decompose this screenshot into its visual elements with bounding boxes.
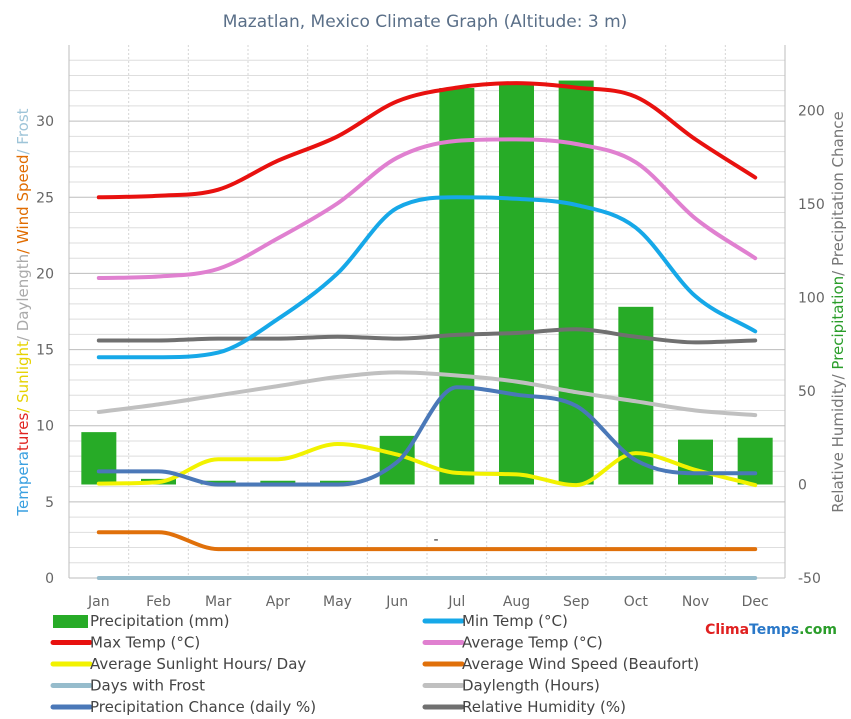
stray-mark: - xyxy=(433,532,438,548)
left-axis-title-part: / Frost xyxy=(14,108,32,154)
precipitation-bar xyxy=(499,82,534,485)
watermark-logo: ClimaTemps.com xyxy=(705,622,837,638)
right-axis-title: Relative Humidity/ Precipitation/ Precip… xyxy=(829,111,847,512)
x-tick-label: Oct xyxy=(624,594,649,610)
x-tick-label: Jul xyxy=(447,594,465,610)
precipitation-bar xyxy=(81,432,117,485)
x-tick-label: Jan xyxy=(87,594,110,610)
left-tick-label: 15 xyxy=(36,343,54,359)
right-axis-title-part: Precipitation xyxy=(829,276,847,370)
legend-label-max-temp-c: Max Temp (°C) xyxy=(90,634,200,652)
legend-label-average-temp-c: Average Temp (°C) xyxy=(462,634,603,652)
legend-swatch-precipitation-mm xyxy=(53,615,88,628)
precipitation-bar xyxy=(737,437,773,485)
left-tick-label: 30 xyxy=(36,114,54,130)
left-tick-label: 20 xyxy=(36,266,54,282)
series-line-daylength-hours xyxy=(96,370,758,418)
left-tick-label: 0 xyxy=(45,571,54,587)
left-tick-label: 10 xyxy=(36,419,54,435)
left-axis-title-part: tures xyxy=(14,413,32,451)
series-line-average-sunlight-hours-day xyxy=(96,442,758,488)
x-tick-label: May xyxy=(323,594,352,610)
grid xyxy=(68,45,786,578)
legend-label-average-wind-speed-beaufort: Average Wind Speed (Beaufort) xyxy=(462,655,699,673)
series-line-average-wind-speed-beaufort xyxy=(96,530,758,552)
left-axis-title: Temperatures/ Sunlight/ Daylength/ Wind … xyxy=(14,108,32,516)
x-tick-label: Nov xyxy=(682,594,709,610)
x-tick-label: Aug xyxy=(503,594,530,610)
x-tick-label: Dec xyxy=(742,594,769,610)
left-axis-title-part: / Daylength xyxy=(14,254,32,341)
right-tick-label: 150 xyxy=(798,197,825,213)
left-axis-title-text: Temperatures/ Sunlight/ Daylength/ Wind … xyxy=(14,108,32,516)
left-axis-title-part: / Sunlight xyxy=(14,341,32,413)
legend-label-precipitation-mm: Precipitation (mm) xyxy=(90,612,229,630)
series-line-min-temp-c xyxy=(96,195,758,360)
x-tick-label: Apr xyxy=(266,594,290,610)
legend-label-average-sunlight-hours-day: Average Sunlight Hours/ Day xyxy=(90,655,306,673)
precipitation-bar xyxy=(678,439,713,485)
series-lines xyxy=(96,81,758,580)
watermark-part: Clima xyxy=(705,622,749,638)
series-line-max-temp-c xyxy=(96,81,758,200)
watermark-part: .com xyxy=(799,622,837,638)
right-axis-title-part: / Precipitation Chance xyxy=(829,111,847,276)
chart-title: Mazatlan, Mexico Climate Graph (Altitude… xyxy=(223,12,628,32)
left-axis-title-part: / Wind Speed xyxy=(14,155,32,254)
right-tick-label: 50 xyxy=(798,384,816,400)
series-line-precipitation-chance-daily xyxy=(96,385,758,487)
x-tick-label: Mar xyxy=(205,594,232,610)
legend-label-daylength-hours: Daylength (Hours) xyxy=(462,677,600,695)
precipitation-bar xyxy=(439,88,475,485)
x-tick-label: Feb xyxy=(146,594,171,610)
left-axis-title-part: Tempera xyxy=(14,451,32,517)
right-tick-label: 100 xyxy=(798,290,825,306)
right-tick-label: 200 xyxy=(798,103,825,119)
series-line-relative-humidity xyxy=(96,327,758,345)
legend: Precipitation (mm) Min Temp (°C) Max Temp … xyxy=(50,612,699,716)
right-axis-title-part: Relative Humidity/ xyxy=(829,370,847,513)
right-axis-title-text: Relative Humidity/ Precipitation/ Precip… xyxy=(829,111,847,512)
left-tick-label: 5 xyxy=(45,495,54,511)
legend-label-precipitation-chance-daily: Precipitation Chance (daily %) xyxy=(90,698,316,716)
x-tick-label: Sep xyxy=(563,594,590,610)
left-tick-label: 25 xyxy=(36,190,54,206)
watermark-text: ClimaTemps.com xyxy=(705,622,837,638)
right-tick-label: 0 xyxy=(798,477,807,493)
legend-label-days-with-frost: Days with Frost xyxy=(90,677,205,695)
watermark-part: Temps xyxy=(749,622,799,638)
legend-label-min-temp-c: Min Temp (°C) xyxy=(462,612,568,630)
x-tick-label: Jun xyxy=(385,594,408,610)
axes: 0 5 10 15 20 25 30 -50 0 50 100 150 200 Jan Feb Mar Apr M… xyxy=(36,45,825,610)
series-line-average-temp-c xyxy=(96,137,758,280)
legend-label-relative-humidity: Relative Humidity (%) xyxy=(462,698,626,716)
right-tick-label: -50 xyxy=(798,571,821,587)
